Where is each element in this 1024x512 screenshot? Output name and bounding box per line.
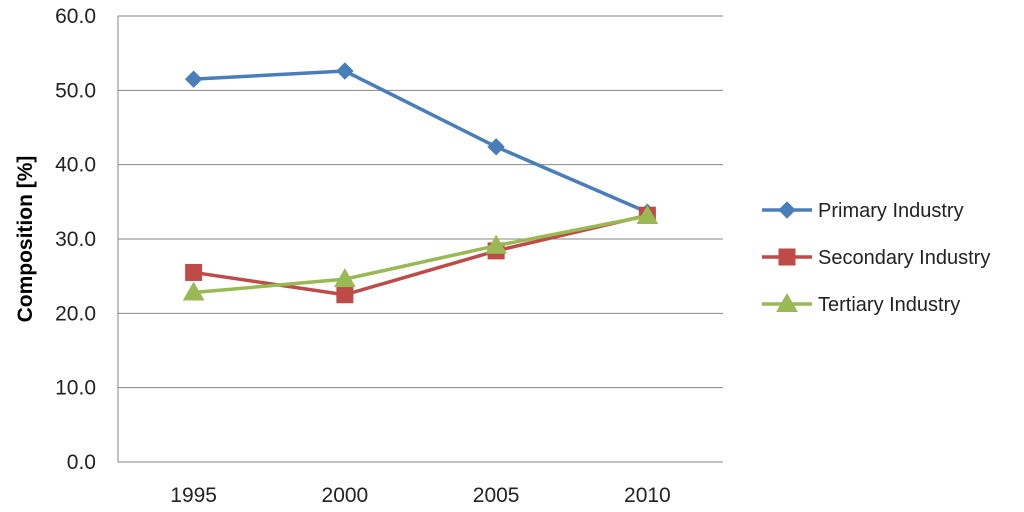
data-series <box>182 62 659 304</box>
y-axis-label: Composition [%] <box>14 156 37 323</box>
x-tick-label: 1995 <box>170 484 217 507</box>
y-tick-label: 0.0 <box>67 451 96 474</box>
legend: Primary Industry Secondary Industry Tertia… <box>762 200 990 316</box>
legend-item: Secondary Industry <box>762 247 990 269</box>
data-point-square <box>336 286 354 304</box>
x-tick-label: 2010 <box>624 484 671 507</box>
data-point-triangle <box>636 204 659 224</box>
y-tick-label: 10.0 <box>55 377 96 400</box>
series-line <box>193 214 648 295</box>
series-triangle <box>182 204 659 301</box>
x-tick-label: 2000 <box>322 484 369 507</box>
y-tick-label: 60.0 <box>55 5 96 28</box>
legend-label: Secondary Industry <box>818 247 990 269</box>
series-diamond <box>184 62 657 221</box>
data-point-diamond <box>184 70 203 88</box>
y-tick-label: 30.0 <box>55 228 96 251</box>
x-axis-tick-labels: 1995 2000 2005 2010 <box>170 484 670 507</box>
data-point-diamond <box>336 62 354 80</box>
data-point-triangle <box>334 268 356 288</box>
data-point-square <box>185 263 203 281</box>
y-tick-label: 20.0 <box>55 302 96 325</box>
legend-marker-square <box>778 248 796 266</box>
legend-label: Tertiary Industry <box>818 294 960 316</box>
legend-marker-triangle <box>776 292 798 312</box>
y-tick-label: 50.0 <box>55 79 96 102</box>
series-line <box>193 69 649 214</box>
data-point-diamond <box>487 138 505 156</box>
legend-item: Tertiary Industry <box>762 292 960 316</box>
legend-marker-diamond <box>778 201 796 219</box>
series-line <box>193 213 648 297</box>
legend-label: Primary Industry <box>818 200 964 222</box>
x-tick-label: 2005 <box>473 484 520 507</box>
legend-item: Primary Industry <box>762 200 964 222</box>
data-point-triangle <box>182 281 205 301</box>
y-axis-tick-labels: 0.0 10.0 20.0 30.0 40.0 50.0 60.0 <box>55 5 96 474</box>
gridlines <box>118 15 723 463</box>
data-point-triangle <box>485 234 507 254</box>
y-tick-label: 40.0 <box>55 154 96 177</box>
